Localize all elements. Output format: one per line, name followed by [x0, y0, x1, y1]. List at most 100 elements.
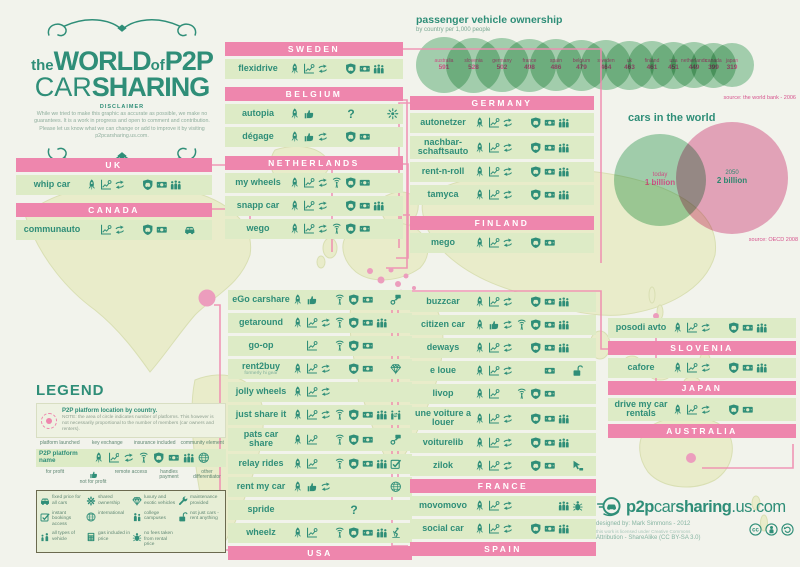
- icon-slot: [305, 363, 319, 376]
- platform-name: jolly wheels: [235, 386, 287, 397]
- icon-slot: [473, 459, 487, 472]
- icon-slot: [305, 480, 319, 493]
- platform-row: rent2buy formerly hi gear: [228, 359, 412, 379]
- platform-name: getaround: [239, 317, 283, 328]
- legend-extra-label: international: [98, 510, 125, 516]
- icon-slot: [361, 480, 375, 493]
- platform-name: spride: [247, 504, 275, 515]
- banknote-icon: [156, 179, 168, 191]
- insurance-shield-icon: [348, 294, 360, 306]
- icon-slot: [473, 117, 487, 130]
- key-exchange-icon: [502, 500, 514, 512]
- icon-slot: [571, 459, 585, 472]
- icon-slot: [543, 499, 557, 512]
- icon-slot: [473, 141, 487, 154]
- location-dot-sample: [41, 412, 57, 429]
- icon-slot: [183, 224, 197, 237]
- thumbs-up-icon: [89, 470, 98, 479]
- icon-slot: [305, 457, 319, 470]
- platform-subtitle: formerly hi gear: [244, 371, 278, 377]
- profit-chart-icon: [306, 386, 318, 398]
- rocket-icon: [672, 322, 684, 334]
- icon-slot: [473, 388, 487, 401]
- icon-slot: [99, 224, 113, 237]
- key-exchange-icon: [502, 460, 514, 472]
- icon-slot: [571, 365, 585, 378]
- icon-slot: [557, 388, 571, 401]
- platform-row: e loue: [410, 361, 596, 381]
- profit-chart-icon: [488, 142, 500, 154]
- icon-slot: [372, 63, 386, 76]
- column-north-europe: SWEDEN flexidrive BELGIUM autopia? dégage NET…: [225, 42, 403, 242]
- rocket-icon: [672, 404, 684, 416]
- designed-by: designed by: Mark Simmons - 2012: [596, 521, 691, 527]
- insurance-shield-icon: [348, 434, 360, 446]
- people-exchange-icon: [390, 409, 402, 421]
- bug-icon: [132, 532, 142, 542]
- banknote-icon: [362, 527, 374, 539]
- legend-row-label: P2P platform name: [39, 449, 78, 464]
- legend-extra-item: instant bookings access: [40, 511, 84, 528]
- insurance-shield-icon: [348, 363, 360, 375]
- icon-slot: [316, 63, 330, 76]
- icon-slot: [85, 179, 99, 192]
- platform-name: e loue: [429, 365, 456, 376]
- rocket-icon: [289, 177, 301, 189]
- icon-slot: [361, 386, 375, 399]
- icon-slot: [358, 131, 372, 144]
- banknote-icon: [168, 452, 180, 464]
- insurance-shield-icon: [345, 223, 357, 235]
- globe-icon: [198, 452, 210, 464]
- icon-slot: [501, 342, 515, 355]
- icon-slot: [330, 63, 344, 76]
- icon-slot: [571, 319, 585, 332]
- icon-slot: [333, 503, 347, 516]
- icon-slot: [543, 342, 557, 355]
- country-header: AUSTRALIA: [608, 423, 796, 438]
- icon-slot: [557, 236, 571, 249]
- credits: designed by: Mark Simmons - 2012 this wo…: [596, 521, 701, 543]
- icon-slot: [288, 63, 302, 76]
- icon-slot: [344, 200, 358, 213]
- insurance-shield-icon: [530, 523, 542, 535]
- icon-slot: [473, 365, 487, 378]
- icon-slot: [473, 296, 487, 309]
- profit-chart-icon: [306, 409, 318, 421]
- icon-slot: [375, 386, 389, 399]
- key-card-icon: [390, 434, 402, 446]
- icon-slot: [501, 412, 515, 425]
- platform-name: snapp car: [236, 200, 280, 211]
- icon-slot: [291, 340, 305, 353]
- community-people-icon: [558, 437, 570, 449]
- sun-icon: [387, 108, 399, 120]
- banknote-icon: [544, 142, 556, 154]
- profit-chart-icon: [488, 413, 500, 425]
- icon-slot: [487, 365, 501, 378]
- icon-slot: [113, 179, 127, 192]
- cc-icon: cc: [749, 523, 762, 536]
- icon-slot: [515, 141, 529, 154]
- icon-slot: [169, 224, 183, 237]
- icon-slot: [358, 200, 372, 213]
- remote-access-icon: [334, 317, 346, 329]
- icon-slot: [347, 363, 361, 376]
- icon-slot: [319, 457, 333, 470]
- icon-slot: [755, 322, 769, 335]
- icon-slot: [515, 436, 529, 449]
- icon-slot: [529, 342, 543, 355]
- icon-slot: [291, 386, 305, 399]
- profit-chart-icon: [488, 296, 500, 308]
- icon-slot: [319, 340, 333, 353]
- icon-slot: [389, 433, 403, 446]
- icon-slot: [473, 436, 487, 449]
- icon-slot: [375, 433, 389, 446]
- rocket-icon: [474, 189, 486, 201]
- icon-slot: [571, 165, 585, 178]
- icon-slot: [375, 294, 389, 307]
- key-exchange-icon: [114, 179, 126, 191]
- icon-slot: [487, 188, 501, 201]
- legend-top-labels: platform launched key exchange insurance i…: [36, 440, 226, 447]
- disclaimer-label: DISCLAIMER: [99, 104, 145, 111]
- insurance-shield-icon: [345, 63, 357, 75]
- platform-row: deways: [410, 338, 596, 358]
